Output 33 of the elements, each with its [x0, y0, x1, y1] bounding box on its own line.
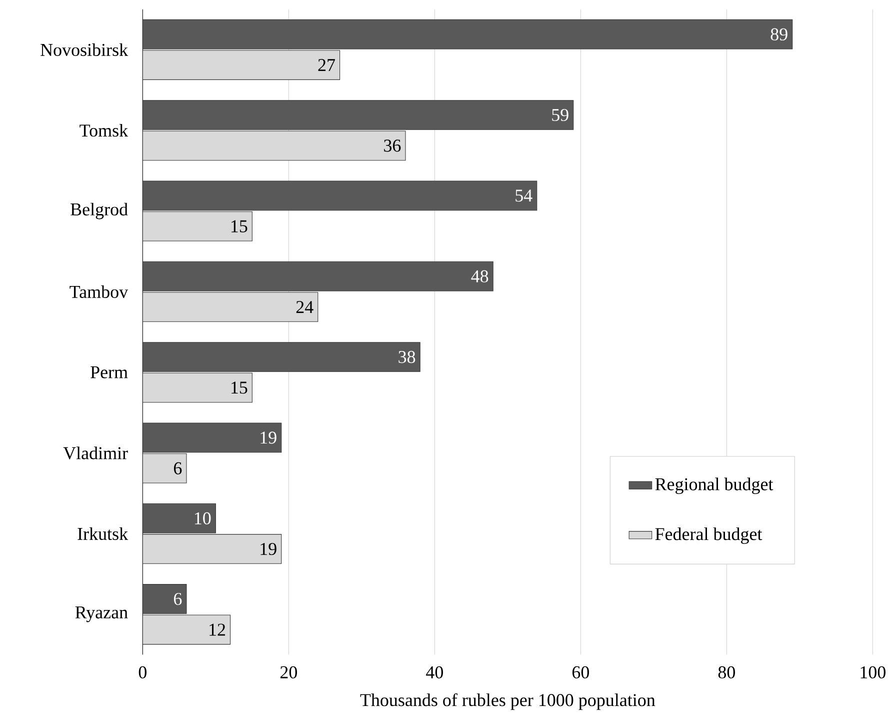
y-tick-label: Perm — [90, 366, 128, 378]
y-tick-label: Irkutsk — [78, 527, 128, 540]
data-label: 6 — [174, 462, 182, 474]
data-label: 10 — [194, 512, 211, 524]
data-label: 36 — [384, 140, 401, 152]
x-tick-label: 100 — [860, 666, 886, 678]
data-label: 54 — [516, 190, 532, 202]
x-tick-label: 40 — [426, 666, 443, 678]
data-label: 27 — [318, 59, 335, 71]
legend-label: Regional budget — [655, 478, 774, 494]
data-label: 48 — [471, 270, 488, 282]
y-tick-label: Vladimir — [63, 446, 128, 460]
x-tick-label: 0 — [138, 666, 146, 678]
y-tick-label: Tomsk — [80, 124, 128, 137]
data-label: 15 — [231, 220, 248, 232]
x-axis-title: Thousands of rubles per 1000 population — [360, 693, 656, 710]
x-tick-label: 20 — [280, 666, 297, 678]
y-tick-label: Belgrod — [70, 202, 128, 220]
data-label: 59 — [552, 108, 568, 122]
legend-label: Federal budget — [655, 528, 762, 544]
data-label: 15 — [231, 382, 248, 394]
data-label: 19 — [260, 542, 276, 556]
y-tick-label: Ryazan — [75, 606, 128, 622]
y-tick-label: Tambov — [70, 285, 128, 298]
data-label: 89 — [770, 28, 788, 40]
x-tick-label: 80 — [718, 666, 735, 678]
x-tick-label: 60 — [572, 666, 589, 678]
data-label: 12 — [210, 624, 226, 636]
data-label: 38 — [398, 350, 416, 364]
y-tick-label: Novosibirsk — [40, 43, 128, 56]
data-label: 19 — [260, 432, 276, 444]
data-label: 6 — [174, 592, 182, 606]
data-label: 24 — [296, 301, 314, 313]
